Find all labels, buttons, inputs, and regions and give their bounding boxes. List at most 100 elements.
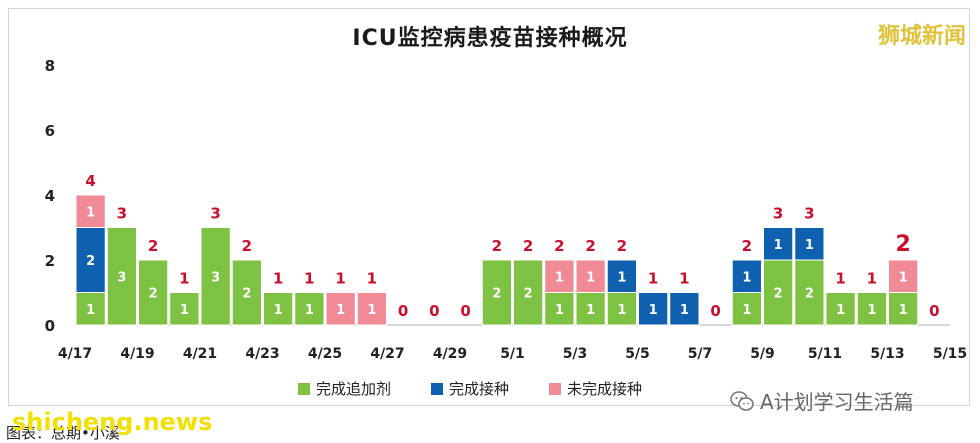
segment-value-label: 1 — [367, 303, 376, 318]
segment-value-label: 1 — [86, 303, 95, 318]
total-value-label: 1 — [835, 270, 845, 288]
y-tick-label: 6 — [45, 122, 55, 140]
x-tick-label: 5/5 — [625, 346, 650, 362]
legend-swatch-completed — [431, 382, 444, 395]
total-value-label: 3 — [773, 205, 783, 223]
bar-segment-boosted — [169, 292, 200, 326]
segment-value-label: 3 — [211, 270, 220, 285]
y-tick-label: 0 — [45, 317, 55, 335]
x-tick-label: 5/7 — [688, 346, 713, 362]
segment-value-label: 1 — [836, 303, 845, 318]
bar-segment-boosted — [294, 292, 325, 326]
segment-value-label: 1 — [899, 270, 908, 285]
segment-value-label: 1 — [586, 303, 595, 318]
total-value-label: 1 — [335, 270, 345, 288]
bar-segment-incomplete — [544, 259, 575, 293]
segment-value-label: 1 — [305, 303, 314, 318]
x-tick-label: 5/9 — [750, 346, 775, 362]
bar-segment-boosted — [794, 259, 825, 326]
bar-segment-incomplete — [356, 292, 387, 326]
segment-value-label: 2 — [149, 287, 158, 302]
bar-segment-completed — [669, 292, 700, 326]
total-value-label: 2 — [585, 237, 595, 255]
bar-segment-completed — [794, 227, 825, 261]
y-tick-label: 2 — [45, 252, 55, 270]
bar-segment-boosted — [825, 292, 856, 326]
segment-value-label: 1 — [899, 303, 908, 318]
bar-segment-boosted — [231, 259, 262, 326]
legend-item-incomplete: 未完成接种 — [549, 378, 642, 399]
x-tick-label: 4/27 — [370, 346, 404, 362]
bar-segment-completed — [731, 259, 762, 293]
chart-title: ICU监控病患疫苗接种概况 — [352, 26, 628, 51]
total-value-label: 1 — [273, 270, 283, 288]
total-value-label: 0 — [429, 302, 439, 320]
total-value-label: 2 — [242, 237, 252, 255]
x-tick-label: 4/23 — [245, 346, 279, 362]
total-value-label: 3 — [210, 205, 220, 223]
bar-segment-boosted — [75, 292, 106, 326]
chart-frame — [8, 8, 970, 406]
x-tick-label: 4/21 — [183, 346, 217, 362]
segment-value-label: 1 — [649, 303, 658, 318]
x-tick-label: 4/29 — [433, 346, 467, 362]
total-value-label: 2 — [554, 237, 564, 255]
total-value-label: 4 — [85, 172, 95, 190]
bar-segment-incomplete — [575, 259, 606, 293]
legend-label-incomplete: 未完成接种 — [567, 380, 643, 398]
x-tick-label: 4/25 — [308, 346, 342, 362]
chart-legend: 完成追加剂 完成接种 未完成接种 — [298, 378, 642, 399]
segment-value-label: 1 — [586, 270, 595, 285]
legend-item-completed: 完成接种 — [431, 378, 509, 399]
bar-segment-boosted — [544, 292, 575, 326]
total-value-label: 2 — [895, 232, 910, 257]
brand-logo-text: 狮城新闻 — [877, 24, 966, 49]
bar-segment-completed — [638, 292, 669, 326]
source-caption: 图表：总期•小溪 — [6, 424, 120, 442]
segment-value-label: 1 — [86, 205, 95, 220]
legend-label-boosted: 完成追加剂 — [316, 380, 392, 398]
bar-segment-boosted — [856, 292, 887, 326]
segment-value-label: 2 — [86, 254, 95, 269]
bar-segment-boosted — [263, 292, 294, 326]
segment-value-label: 2 — [805, 287, 814, 302]
wechat-account: A计划学习生活篇 — [730, 386, 914, 415]
bar-segment-completed — [763, 227, 794, 261]
wechat-icon — [730, 390, 754, 411]
x-tick-label: 4/17 — [58, 346, 92, 362]
segment-value-label: 1 — [867, 303, 876, 318]
total-value-label: 2 — [148, 237, 158, 255]
bar-segment-incomplete — [75, 194, 106, 228]
total-value-label: 3 — [804, 205, 814, 223]
x-tick-label: 5/15 — [933, 346, 967, 362]
segment-value-label: 2 — [524, 287, 533, 302]
segment-value-label: 1 — [617, 270, 626, 285]
bar-segment-completed — [606, 259, 637, 293]
bar-segment-boosted — [138, 259, 169, 326]
segment-value-label: 1 — [742, 270, 751, 285]
total-value-label: 0 — [710, 302, 720, 320]
x-tick-label: 5/3 — [563, 346, 588, 362]
segment-value-label: 1 — [336, 303, 345, 318]
legend-swatch-incomplete — [549, 382, 562, 395]
total-value-label: 1 — [367, 270, 377, 288]
segment-value-label: 1 — [555, 270, 564, 285]
legend-swatch-boosted — [298, 382, 310, 395]
wechat-label: A计划学习生活篇 — [760, 390, 914, 414]
x-tick-label: 5/13 — [870, 346, 904, 362]
x-tick-label: 5/1 — [500, 346, 525, 362]
y-tick-label: 4 — [45, 187, 55, 205]
segment-value-label: 1 — [680, 303, 689, 318]
x-tick-label: 4/19 — [120, 346, 154, 362]
total-value-label: 0 — [460, 302, 470, 320]
bar-segment-boosted — [606, 292, 637, 326]
total-value-label: 1 — [679, 270, 689, 288]
segment-value-label: 2 — [242, 287, 251, 302]
total-value-label: 1 — [179, 270, 189, 288]
bar-segment-boosted — [513, 259, 544, 326]
segment-value-label: 2 — [774, 287, 783, 302]
total-value-label: 1 — [867, 270, 877, 288]
segment-value-label: 3 — [117, 270, 126, 285]
segment-value-label: 1 — [742, 303, 751, 318]
